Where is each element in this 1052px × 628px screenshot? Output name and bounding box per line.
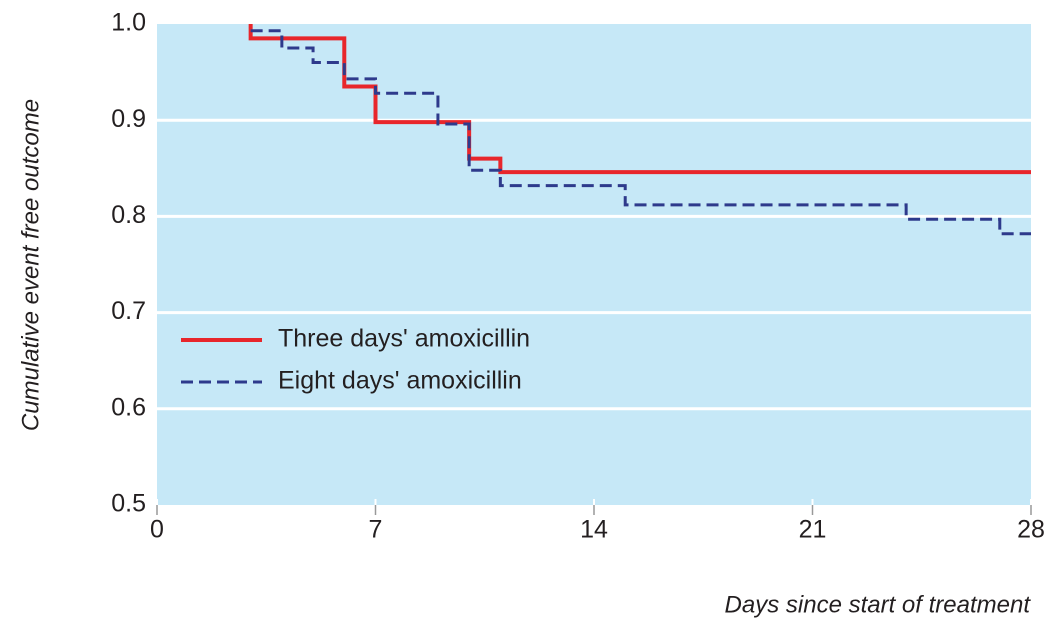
y-tick-label: 0.5 [111, 490, 146, 518]
legend-label: Three days' amoxicillin [278, 325, 530, 353]
plot-background [157, 24, 1031, 505]
x-axis-label: Days since start of treatment [725, 591, 1032, 618]
y-tick-label: 1.0 [111, 9, 146, 37]
x-tick-label: 14 [580, 516, 608, 544]
x-tick-label: 28 [1017, 516, 1045, 544]
y-tick-label: 0.9 [111, 105, 146, 133]
y-axis-label: Cumulative event free outcome [17, 99, 44, 431]
step-line [250, 29, 1031, 236]
legend-label: Eight days' amoxicillin [278, 367, 522, 395]
y-tick-label: 0.7 [111, 297, 146, 325]
step-line [248, 24, 1031, 175]
x-tick-label: 0 [150, 516, 164, 544]
x-tick-label: 21 [799, 516, 827, 544]
y-tick-label: 0.6 [111, 393, 146, 421]
y-tick-label: 0.8 [111, 201, 146, 229]
x-tick-label: 7 [369, 516, 383, 544]
